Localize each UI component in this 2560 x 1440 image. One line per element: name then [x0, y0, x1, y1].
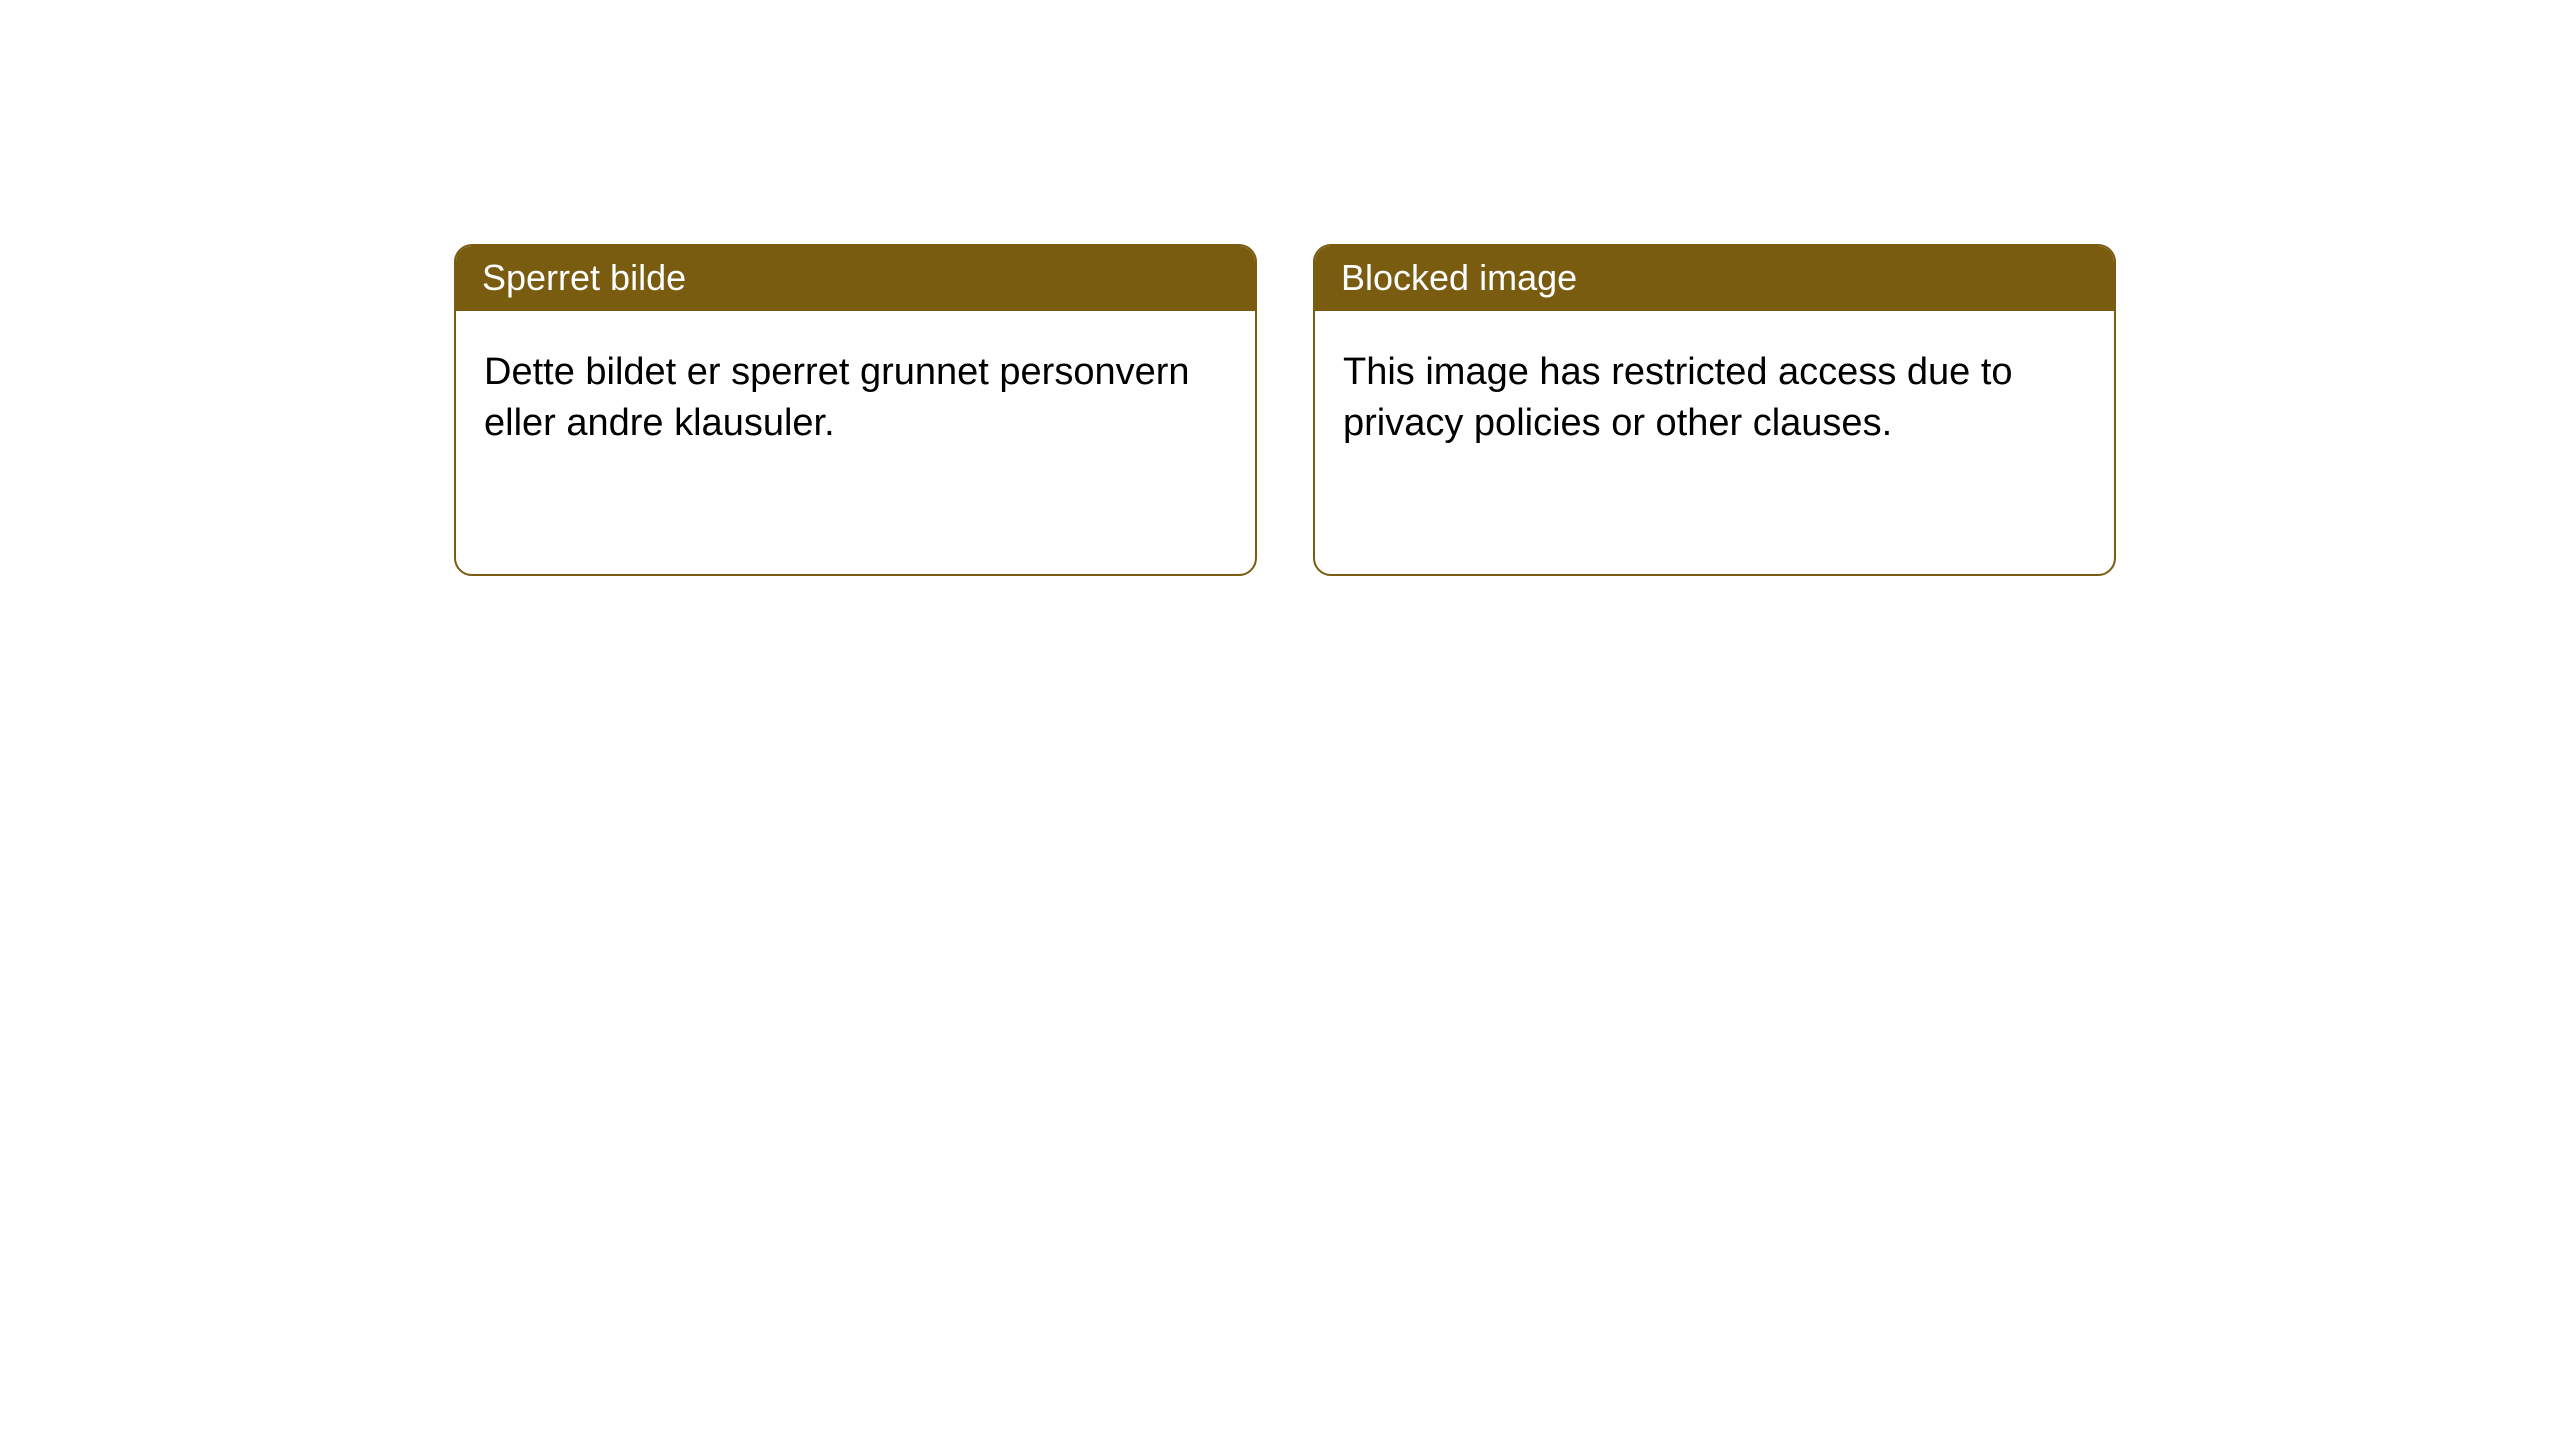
card-header-no: Sperret bilde [456, 246, 1255, 311]
card-body-no: Dette bildet er sperret grunnet personve… [456, 311, 1255, 478]
card-message-en: This image has restricted access due to … [1343, 351, 2013, 444]
notice-container: Sperret bilde Dette bildet er sperret gr… [0, 0, 2560, 576]
blocked-image-card-en: Blocked image This image has restricted … [1313, 244, 2116, 576]
card-message-no: Dette bildet er sperret grunnet personve… [484, 351, 1190, 444]
card-header-en: Blocked image [1315, 246, 2114, 311]
card-title-en: Blocked image [1341, 257, 1577, 298]
card-body-en: This image has restricted access due to … [1315, 311, 2114, 478]
card-title-no: Sperret bilde [482, 257, 686, 298]
blocked-image-card-no: Sperret bilde Dette bildet er sperret gr… [454, 244, 1257, 576]
